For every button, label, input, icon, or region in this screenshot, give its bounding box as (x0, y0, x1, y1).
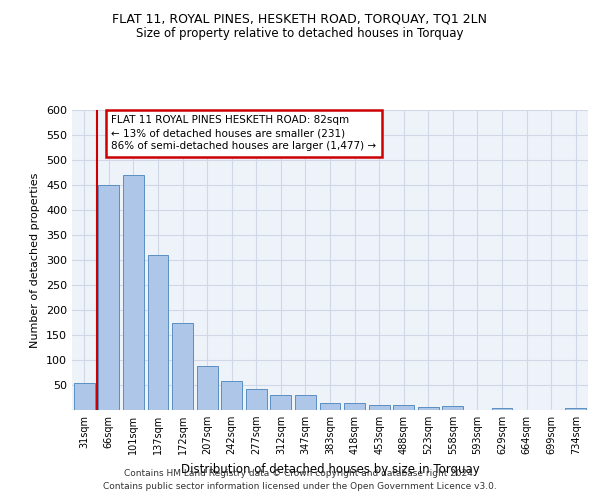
X-axis label: Distribution of detached houses by size in Torquay: Distribution of detached houses by size … (181, 462, 479, 475)
Bar (442, 406, 463, 410)
Text: Contains public sector information licensed under the Open Government Licence v3: Contains public sector information licen… (103, 482, 497, 491)
Text: Contains HM Land Registry data © Crown copyright and database right 2024.: Contains HM Land Registry data © Crown c… (124, 468, 476, 477)
Bar (368, 405, 389, 410)
Y-axis label: Number of detached properties: Number of detached properties (31, 172, 40, 348)
Bar (197, 366, 218, 410)
Bar (491, 408, 512, 410)
Bar (320, 402, 340, 410)
Bar (148, 255, 169, 410)
Bar (74, 382, 95, 410)
Bar (246, 388, 267, 410)
Bar (393, 405, 414, 410)
Text: FLAT 11, ROYAL PINES, HESKETH ROAD, TORQUAY, TQ1 2LN: FLAT 11, ROYAL PINES, HESKETH ROAD, TORQ… (113, 12, 487, 26)
Bar (565, 408, 586, 410)
Text: Size of property relative to detached houses in Torquay: Size of property relative to detached ho… (136, 28, 464, 40)
Bar (271, 395, 292, 410)
Bar (344, 402, 365, 410)
Bar (221, 381, 242, 410)
Bar (295, 394, 316, 410)
Text: FLAT 11 ROYAL PINES HESKETH ROAD: 82sqm
← 13% of detached houses are smaller (23: FLAT 11 ROYAL PINES HESKETH ROAD: 82sqm … (112, 115, 376, 152)
Bar (98, 185, 119, 410)
Bar (418, 407, 439, 410)
Bar (172, 322, 193, 410)
Bar (123, 175, 144, 410)
